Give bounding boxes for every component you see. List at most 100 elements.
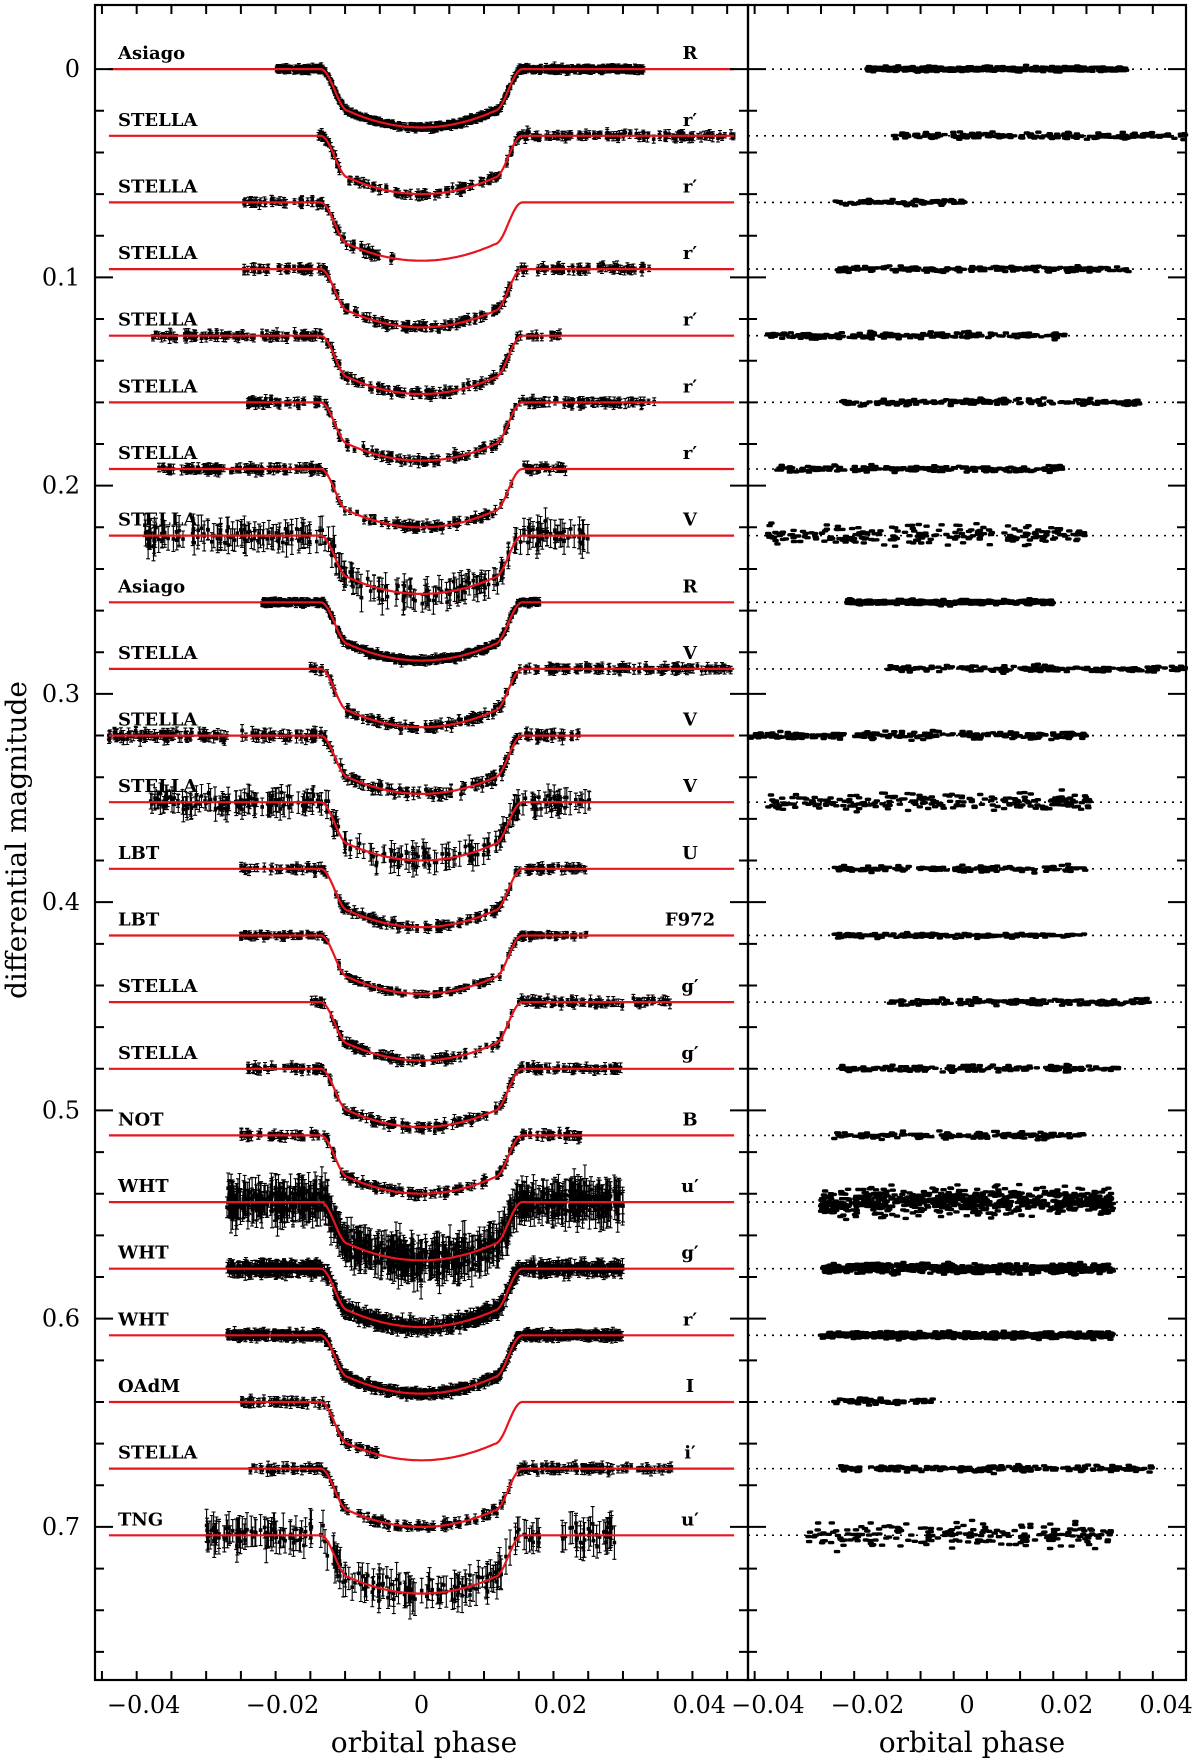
light-curve-14 <box>108 929 735 999</box>
light-curve-2 <box>108 125 736 202</box>
transit-model-20 <box>108 1334 735 1395</box>
filter-label-13: U <box>682 843 698 864</box>
telescope-label-19: WHT <box>117 1243 169 1264</box>
telescope-label-14: LBT <box>118 909 160 930</box>
transit-model-15 <box>108 1001 735 1062</box>
x-tick-label-left-1: −0.02 <box>246 1691 320 1719</box>
residuals-15 <box>748 996 1186 1008</box>
filter-label-2: r′ <box>683 110 697 131</box>
x-tick-label-right-0: −0.04 <box>731 1691 805 1719</box>
light-curve-18 <box>108 1164 735 1300</box>
light-curve-22 <box>108 1459 735 1533</box>
data-points-19 <box>225 1260 625 1334</box>
transit-model-11 <box>108 734 735 795</box>
residuals-7 <box>748 462 1186 475</box>
light-curve-13 <box>108 861 735 935</box>
transit-model-10 <box>108 667 735 729</box>
transit-model-13 <box>108 867 735 929</box>
telescope-label-5: STELLA <box>118 310 198 331</box>
telescope-label-13: LBT <box>118 843 160 864</box>
residuals-5 <box>748 329 1186 342</box>
telescope-label-9: Asiago <box>117 576 185 597</box>
telescope-label-16: STELLA <box>118 1043 198 1064</box>
light-curve-11 <box>106 724 735 802</box>
filter-label-19: g′ <box>681 1243 699 1264</box>
transit-model-3 <box>108 201 735 262</box>
filter-label-12: V <box>682 776 698 797</box>
telescope-label-21: OAdM <box>118 1376 180 1397</box>
residual-points-3 <box>832 197 968 208</box>
light-curves-panel <box>106 61 736 1620</box>
filter-label-17: B <box>682 1109 697 1130</box>
telescope-label-6: STELLA <box>118 376 198 397</box>
right-panel-frame <box>746 3 1188 1682</box>
residual-points-14 <box>831 930 1088 941</box>
light-curve-9 <box>108 596 735 668</box>
light-curve-23 <box>108 1506 735 1620</box>
light-curve-5 <box>108 326 735 402</box>
y-tick-label-6: 0.6 <box>42 1305 80 1333</box>
filter-label-4: r′ <box>683 243 697 264</box>
transit-model-16 <box>108 1067 735 1129</box>
transit-model-18 <box>108 1201 735 1262</box>
x-tick-label-right-4: 0.04 <box>1139 1691 1192 1719</box>
residual-points-23 <box>805 1518 1114 1554</box>
transit-model-9 <box>108 601 735 662</box>
data-points-14 <box>239 930 589 997</box>
filter-label-16: g′ <box>681 1043 699 1064</box>
filter-label-9: R <box>683 576 699 597</box>
residuals-8 <box>748 521 1186 548</box>
telescope-label-4: STELLA <box>118 243 198 264</box>
error-bars-10 <box>308 660 733 735</box>
filter-label-22: i′ <box>684 1443 696 1464</box>
data-points-18 <box>225 1180 625 1282</box>
residuals-12 <box>748 788 1186 814</box>
residual-points-4 <box>834 264 1132 275</box>
y-axis-title: differential magnitude <box>0 681 33 999</box>
light-curve-8 <box>108 507 735 616</box>
y-tick-label-7: 0.7 <box>42 1513 80 1541</box>
residual-points-2 <box>890 130 1189 142</box>
light-curve-19 <box>108 1255 735 1339</box>
x-tick-label-right-2: 0 <box>959 1691 974 1719</box>
filter-label-1: R <box>683 43 699 64</box>
x-axis-title-left: orbital phase <box>331 1726 518 1759</box>
residual-points-8 <box>764 521 1088 548</box>
x-tick-label-right-3: 0.02 <box>1040 1691 1093 1719</box>
residuals-16 <box>748 1062 1186 1074</box>
transit-model-19 <box>108 1267 735 1329</box>
telescope-label-10: STELLA <box>118 643 198 664</box>
residual-points-15 <box>886 996 1152 1008</box>
telescope-label-8: STELLA <box>118 510 198 531</box>
y-tick-label-2: 0.2 <box>42 472 80 500</box>
transit-model-17 <box>108 1134 735 1195</box>
telescope-label-18: WHT <box>117 1176 169 1197</box>
filter-label-20: r′ <box>683 1309 697 1330</box>
error-bars-14 <box>238 929 589 999</box>
residuals-17 <box>748 1129 1186 1142</box>
filter-label-10: V <box>682 643 698 664</box>
light-curve-15 <box>108 993 735 1068</box>
y-tick-label-1: 0.1 <box>42 263 80 291</box>
residuals-20 <box>748 1329 1186 1342</box>
x-tick-label-left-3: 0.02 <box>534 1691 587 1719</box>
filter-label-8: V <box>682 510 698 531</box>
residuals-13 <box>748 862 1186 875</box>
residual-points-18 <box>817 1182 1117 1222</box>
light-curve-12 <box>108 782 735 878</box>
data-points-8 <box>143 519 590 606</box>
transit-model-8 <box>108 534 735 595</box>
light-curve-16 <box>108 1059 735 1135</box>
filter-label-18: u′ <box>681 1176 699 1197</box>
residual-points-6 <box>838 396 1143 408</box>
residual-points-17 <box>831 1129 1087 1142</box>
residuals-2 <box>748 130 1189 142</box>
telescope-label-1: Asiago <box>117 43 185 64</box>
filter-label-3: r′ <box>683 176 697 197</box>
tick-marks <box>95 5 1186 1680</box>
residuals-18 <box>748 1182 1186 1222</box>
y-tick-label-5: 0.5 <box>42 1096 80 1124</box>
x-tick-label-left-0: −0.04 <box>107 1691 181 1719</box>
telescope-label-22: STELLA <box>118 1443 198 1464</box>
residuals-19 <box>748 1260 1186 1277</box>
